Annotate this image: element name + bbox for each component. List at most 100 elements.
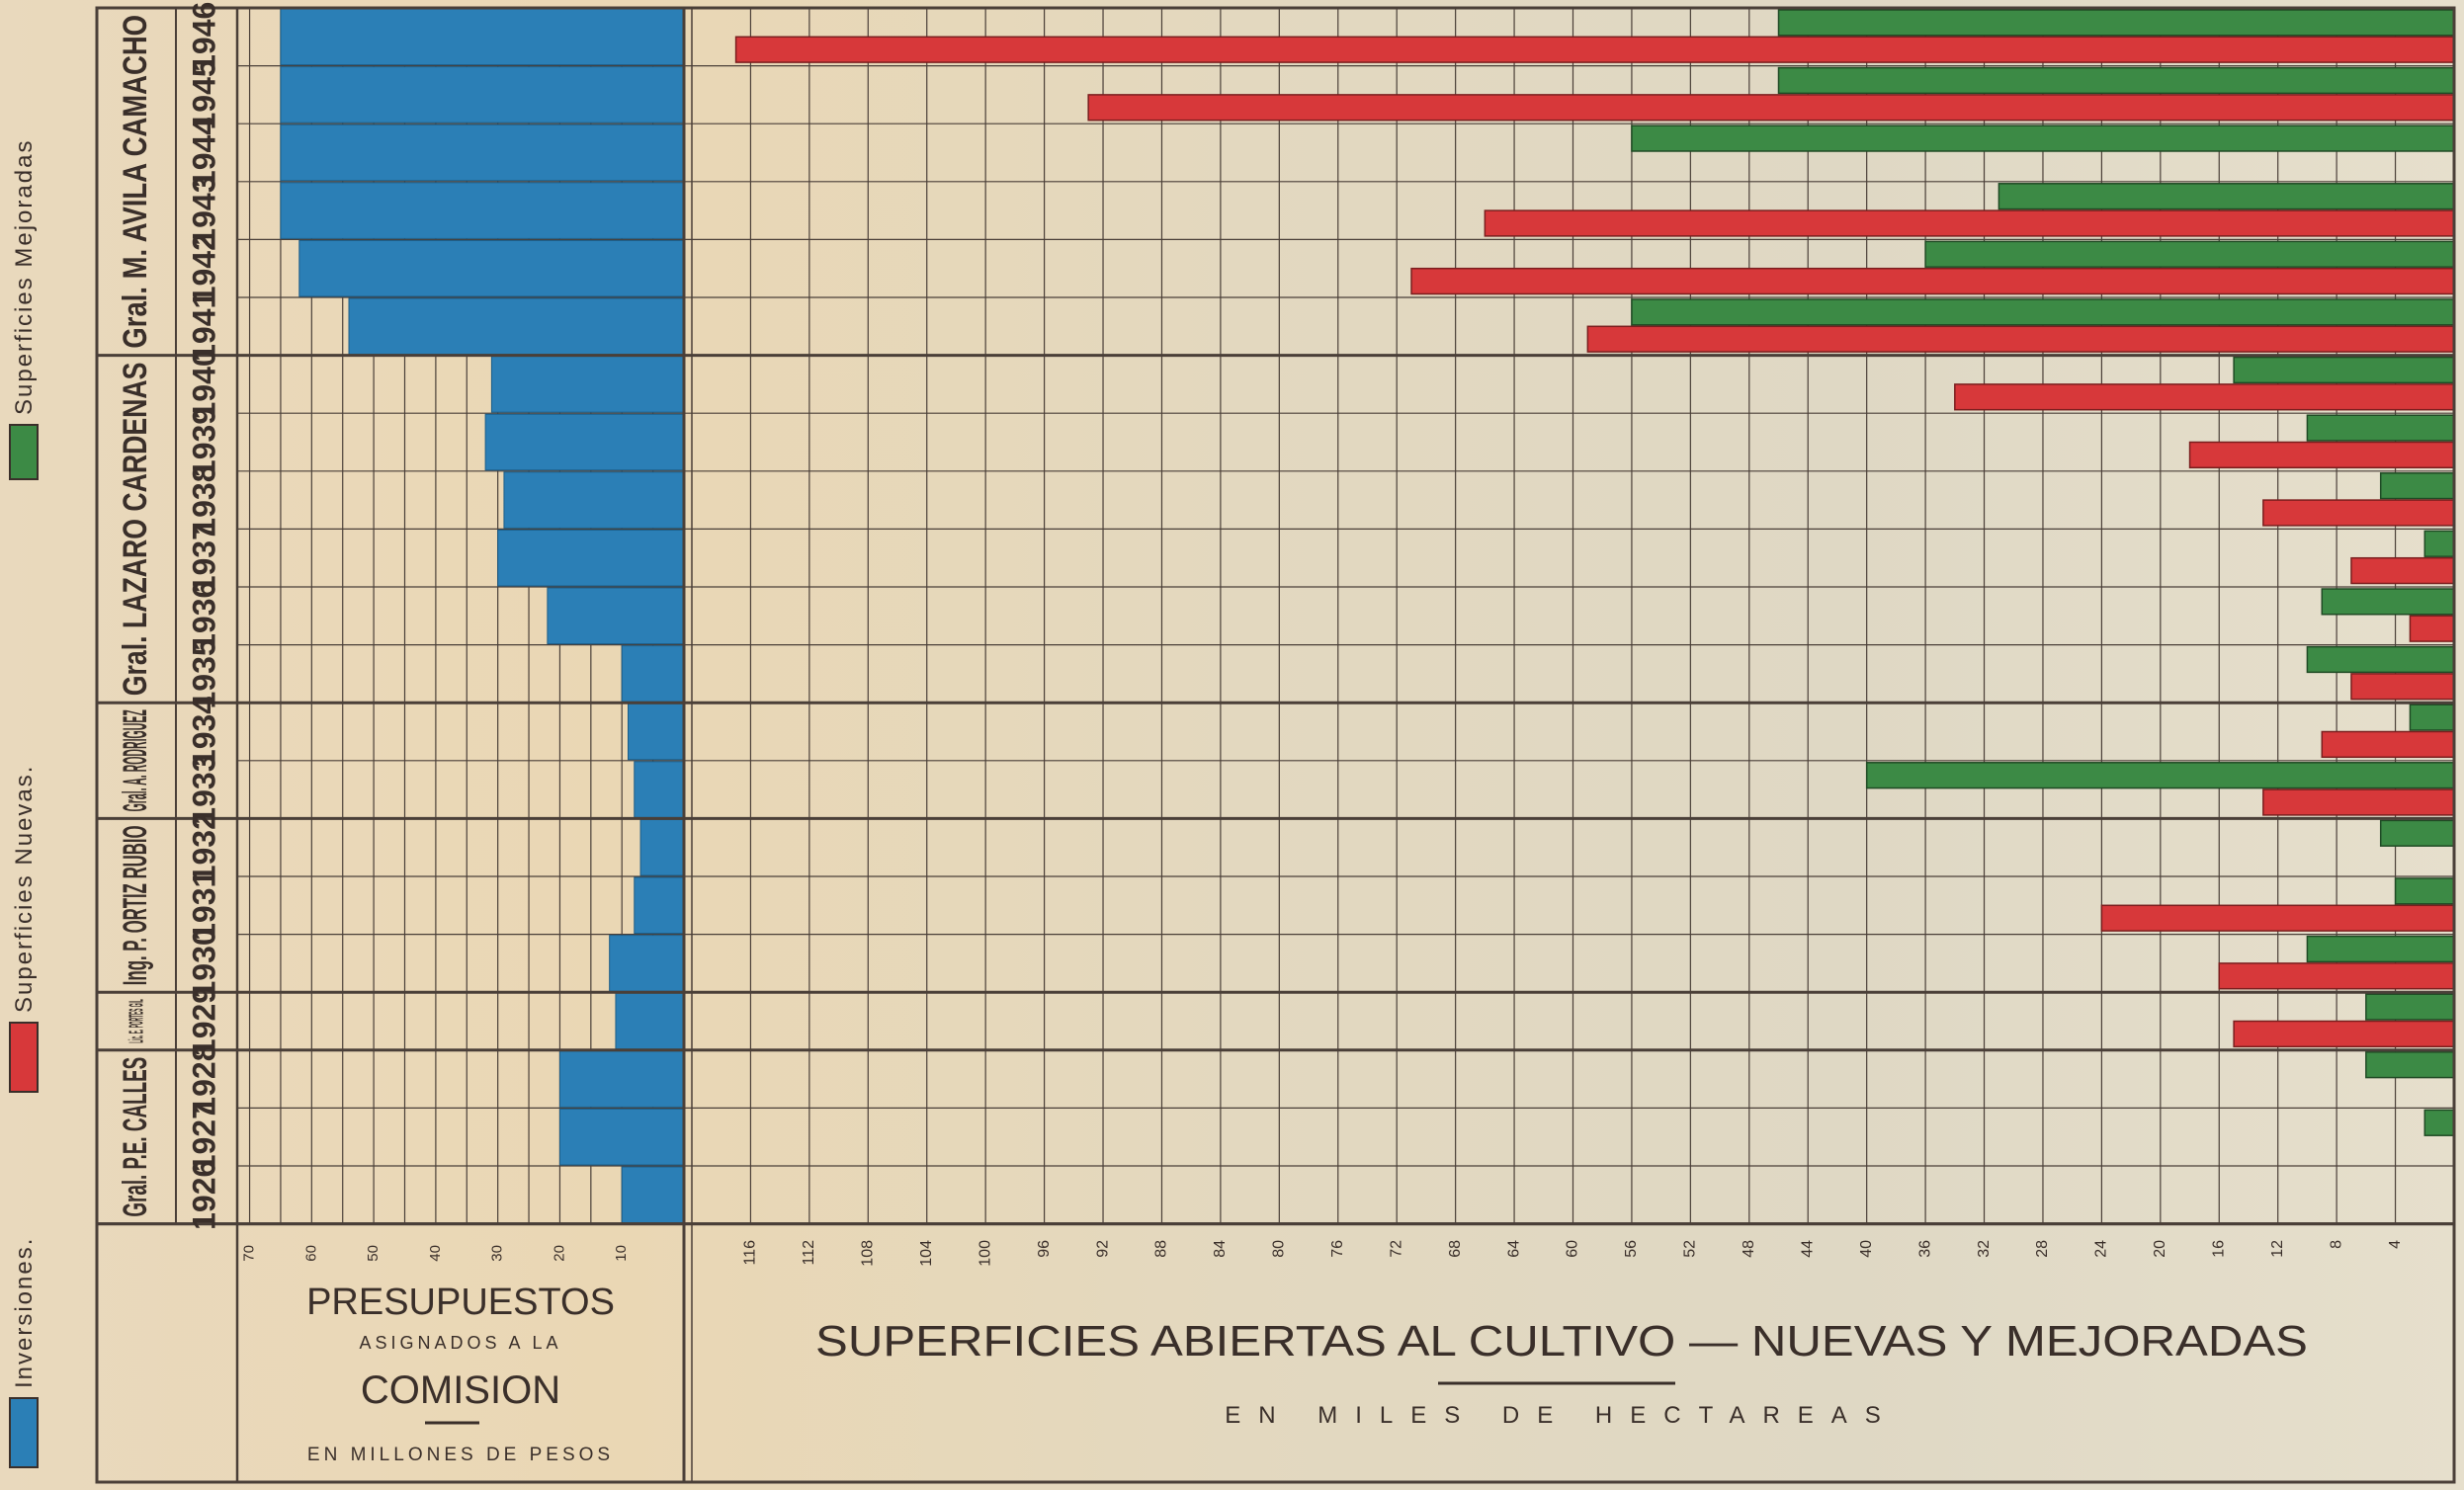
bar-mejoradas-1943 <box>1997 183 2455 210</box>
bar-nuevas-1945 <box>1087 94 2455 122</box>
bar-mejoradas-1930 <box>2306 935 2455 963</box>
year-label: 1929 <box>186 986 221 1056</box>
bar-inversiones-1932 <box>639 818 685 876</box>
tick-label: 60 <box>1565 1240 1581 1258</box>
year-label: 1934 <box>186 697 221 767</box>
year-label: 1940 <box>186 349 221 419</box>
tick-label: 84 <box>1212 1240 1229 1258</box>
president-label: Gral. LAZARO CARDENAS <box>117 363 154 697</box>
tick-label: 12 <box>2269 1240 2286 1258</box>
bar-mejoradas-1934 <box>2409 704 2455 731</box>
presupuestos-title: PRESUPUESTOS <box>306 1282 615 1323</box>
year-label: 1933 <box>186 755 221 825</box>
bar-inversiones-1941 <box>348 297 685 356</box>
comision-title: COMISION <box>361 1368 560 1412</box>
tick-label: 30 <box>489 1245 506 1262</box>
bar-mejoradas-1945 <box>1777 66 2455 95</box>
bar-mejoradas-1931 <box>2394 877 2455 905</box>
bar-mejoradas-1935 <box>2306 645 2455 674</box>
tick-label: 40 <box>427 1245 444 1262</box>
bar-mejoradas-1929 <box>2365 993 2455 1021</box>
president-label: Gral. A. RODRIGUEZ <box>117 709 154 811</box>
bar-inversiones-1940 <box>490 356 685 413</box>
tick-label: 28 <box>2034 1240 2051 1258</box>
president-label: Ing. P. ORTIZ RUBIO <box>117 825 154 985</box>
year-label: 1927 <box>186 1102 221 1172</box>
legend-label: Superficies Nuevas. <box>11 765 38 1013</box>
tick-label: 36 <box>1916 1240 1933 1258</box>
outer-frame <box>95 6 2456 1484</box>
president-label: Gral. M. AVILA CAMACHO <box>117 15 154 349</box>
year-label: 1946 <box>186 2 221 72</box>
bar-mejoradas-1938 <box>2379 472 2455 500</box>
bar-inversiones-1926 <box>621 1166 685 1224</box>
tick-label: 60 <box>302 1245 319 1262</box>
year-label: 1932 <box>186 812 221 882</box>
presupuestos-subtitle: ASIGNADOS A LA <box>359 1333 561 1353</box>
bar-inversiones-1930 <box>609 935 685 992</box>
bar-inversiones-1931 <box>634 876 685 935</box>
legend-layer: Inversiones. Superficies Nuevas. Superfici… <box>9 139 39 1468</box>
bar-nuevas-1936 <box>2409 615 2455 642</box>
bar-mejoradas-1927 <box>2423 1109 2455 1136</box>
bar-nuevas-1940 <box>1954 383 2455 411</box>
tick-label: 68 <box>1447 1240 1464 1258</box>
bar-nuevas-1933 <box>2262 788 2455 816</box>
bar-inversiones-1944 <box>280 124 685 182</box>
tick-label: 70 <box>241 1245 258 1262</box>
tick-label: 50 <box>365 1245 382 1262</box>
bar-nuevas-1937 <box>2350 556 2455 585</box>
year-label: 1938 <box>186 465 221 536</box>
tick-label: 4 <box>2387 1240 2404 1249</box>
bar-mejoradas-1940 <box>2233 356 2455 384</box>
tick-label: 32 <box>1976 1240 1993 1258</box>
tick-label: 112 <box>801 1240 817 1266</box>
bar-mejoradas-1946 <box>1777 9 2455 37</box>
tick-label: 10 <box>613 1245 630 1262</box>
year-label: 1942 <box>186 233 221 303</box>
bar-nuevas-1941 <box>1586 325 2455 353</box>
legend-swatch-nuevas <box>9 1022 39 1093</box>
bar-inversiones-1929 <box>615 992 685 1050</box>
year-label: 1928 <box>186 1044 221 1115</box>
bar-mejoradas-1936 <box>2321 588 2455 616</box>
president-label: Lic. E. PORTES GIL <box>126 999 147 1043</box>
bar-inversiones-1946 <box>280 8 685 66</box>
tick-label: 52 <box>1682 1240 1699 1258</box>
bar-inversiones-1927 <box>558 1108 685 1166</box>
year-label: 1937 <box>186 523 221 593</box>
bar-nuevas-1946 <box>734 36 2455 63</box>
tick-label: 80 <box>1271 1240 1288 1258</box>
bar-inversiones-1933 <box>634 761 685 818</box>
tick-label: 104 <box>918 1240 935 1267</box>
year-label: 1936 <box>186 581 221 651</box>
bar-inversiones-1934 <box>628 703 685 761</box>
bar-mejoradas-1933 <box>1865 762 2455 789</box>
superficies-title: SUPERFICIES ABIERTAS AL CULTIVO — NUEVAS… <box>815 1317 2308 1366</box>
year-label: 1931 <box>186 870 221 941</box>
tick-label: 48 <box>1741 1240 1757 1258</box>
bar-inversiones-1936 <box>547 587 685 645</box>
year-label: 1939 <box>186 407 221 477</box>
tick-label: 72 <box>1388 1240 1404 1258</box>
bar-mejoradas-1942 <box>1924 240 2455 268</box>
tick-label: 88 <box>1153 1240 1170 1258</box>
bar-nuevas-1935 <box>2350 673 2455 701</box>
bar-inversiones-1945 <box>280 66 685 124</box>
tick-label: 44 <box>1799 1240 1816 1258</box>
frame-layer <box>95 6 2456 1484</box>
text-layer: Gral. M. AVILA CAMACHO 194119421943194419… <box>117 2 2404 1465</box>
year-label: 1941 <box>186 291 221 362</box>
bar-nuevas-1930 <box>2218 962 2455 990</box>
tick-label: 116 <box>742 1240 759 1266</box>
legend-swatch-inversiones <box>9 1397 39 1468</box>
tick-label: 8 <box>2328 1240 2344 1249</box>
bar-mejoradas-1939 <box>2306 414 2455 442</box>
bar-nuevas-1943 <box>1484 209 2455 237</box>
bar-inversiones-1928 <box>558 1050 685 1108</box>
bar-inversiones-1938 <box>503 471 685 529</box>
year-label: 1943 <box>186 176 221 246</box>
tick-label: 92 <box>1094 1240 1111 1258</box>
